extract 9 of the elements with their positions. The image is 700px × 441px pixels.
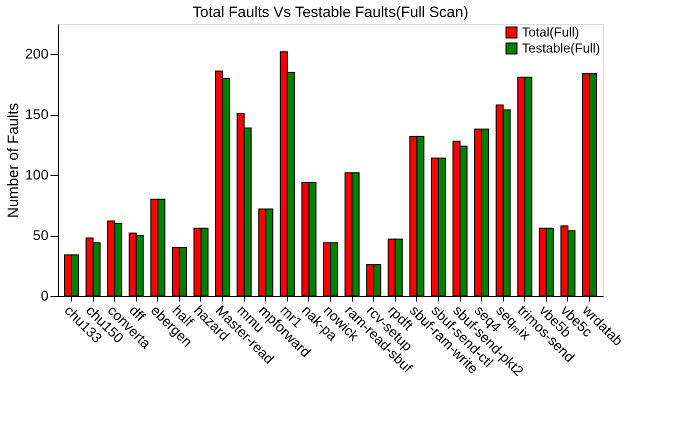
y-axis-title: Number of Faults [5,102,22,218]
y-tick-label: 100 [25,166,49,183]
y-tick-label: 50 [32,227,49,244]
legend-label: Testable(Full) [522,40,600,56]
y-tick-label: 0 [40,288,49,304]
y-tick-label: 200 [25,46,49,62]
legend-label: Total(Full) [522,24,580,40]
chart-title: Total Faults Vs Testable Faults(Full Scan) [192,4,468,21]
y-tick-label: 150 [25,106,49,122]
